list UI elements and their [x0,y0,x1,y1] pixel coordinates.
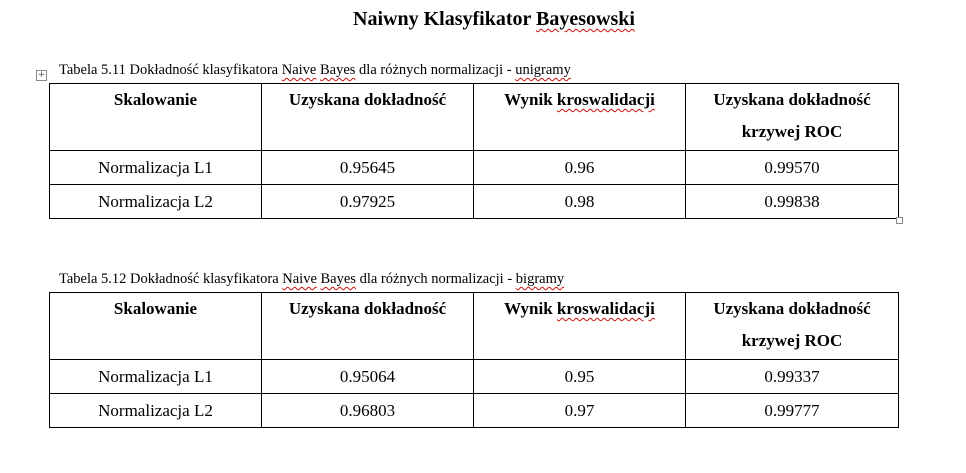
cell-scaling: Normalizacja L2 [49,184,262,219]
header-cv-word-underlined: kroswalidacji [556,90,655,109]
cell-roc: 0.99838 [685,184,899,219]
cell-accuracy: 0.95645 [261,150,474,185]
table-header-row: Skalowanie Uzyskana dokładność Wynik kro… [49,83,899,151]
title-underlined-word: Bayesowski [536,8,635,30]
cell-roc: 0.99570 [685,150,899,185]
cell-scaling: Normalizacja L2 [49,393,262,428]
header-scaling: Skalowanie [49,292,262,360]
cell-roc: 0.99777 [685,393,899,428]
header-roc-accuracy: Uzyskana dokładność krzywej ROC [685,83,899,151]
header-cv-word: Wynik [504,90,557,109]
header-accuracy: Uzyskana dokładność [261,83,474,151]
header-cv-word: Wynik [504,299,557,318]
cell-scaling: Normalizacja L1 [49,359,262,394]
caption-word-naive: Naive [282,271,317,287]
table-row: Normalizacja L1 0.95645 0.96 0.99570 [49,150,899,185]
caption-word-ngram: bigramy [515,271,565,287]
caption-word-bayes: Bayes [320,271,356,287]
cell-cv: 0.98 [473,184,686,219]
cell-cv: 0.95 [473,359,686,394]
results-table-bigrams: Skalowanie Uzyskana dokładność Wynik kro… [49,292,899,428]
cell-roc: 0.99337 [685,359,899,394]
caption-text: dla różnych normalizacji - [355,62,516,78]
table-row: Normalizacja L2 0.96803 0.97 0.99777 [49,393,899,428]
cell-cv: 0.97 [473,393,686,428]
cell-cv: 0.96 [473,150,686,185]
caption-text: Tabela 5.11 Dokładność klasyfikatora [59,62,282,78]
table-header-row: Skalowanie Uzyskana dokładność Wynik kro… [49,292,899,360]
cell-accuracy: 0.96803 [261,393,474,428]
caption-word-ngram: unigramy [515,62,571,78]
results-table-unigrams: Skalowanie Uzyskana dokładność Wynik kro… [49,83,899,219]
caption-text: Tabela 5.12 Dokładność klasyfikatora [59,271,283,287]
header-roc-accuracy: Uzyskana dokładność krzywej ROC [685,292,899,360]
caption-text: dla różnych normalizacji - [355,271,516,287]
header-roc-line2: krzywej ROC [741,331,843,350]
header-roc-line1: Uzyskana dokładność [713,90,871,109]
header-accuracy: Uzyskana dokładność [261,292,474,360]
caption-word-naive: Naive [281,62,317,78]
table-resize-handle-icon[interactable] [896,217,903,224]
table-row: Normalizacja L1 0.95064 0.95 0.99337 [49,359,899,394]
table-move-handle-icon[interactable]: + [36,70,47,81]
table-caption-2: Tabela 5.12 Dokładność klasyfikatora Nai… [59,271,564,288]
caption-word-bayes: Bayes [319,62,356,78]
table-caption-1: Tabela 5.11 Dokładność klasyfikatora Nai… [59,62,571,79]
header-cv-word-underlined: kroswalidacji [556,299,655,318]
header-scaling: Skalowanie [49,83,262,151]
cell-accuracy: 0.97925 [261,184,474,219]
title-text: Naiwny Klasyfikator [353,8,537,30]
table-row: Normalizacja L2 0.97925 0.98 0.99838 [49,184,899,219]
cell-accuracy: 0.95064 [261,359,474,394]
header-roc-line2: krzywej ROC [741,122,843,141]
header-roc-line1: Uzyskana dokładność [713,299,871,318]
header-cross-validation: Wynik kroswalidacji [473,83,686,151]
cell-scaling: Normalizacja L1 [49,150,262,185]
document-title: Naiwny Klasyfikator Bayesowski [0,8,966,31]
header-cross-validation: Wynik kroswalidacji [473,292,686,360]
